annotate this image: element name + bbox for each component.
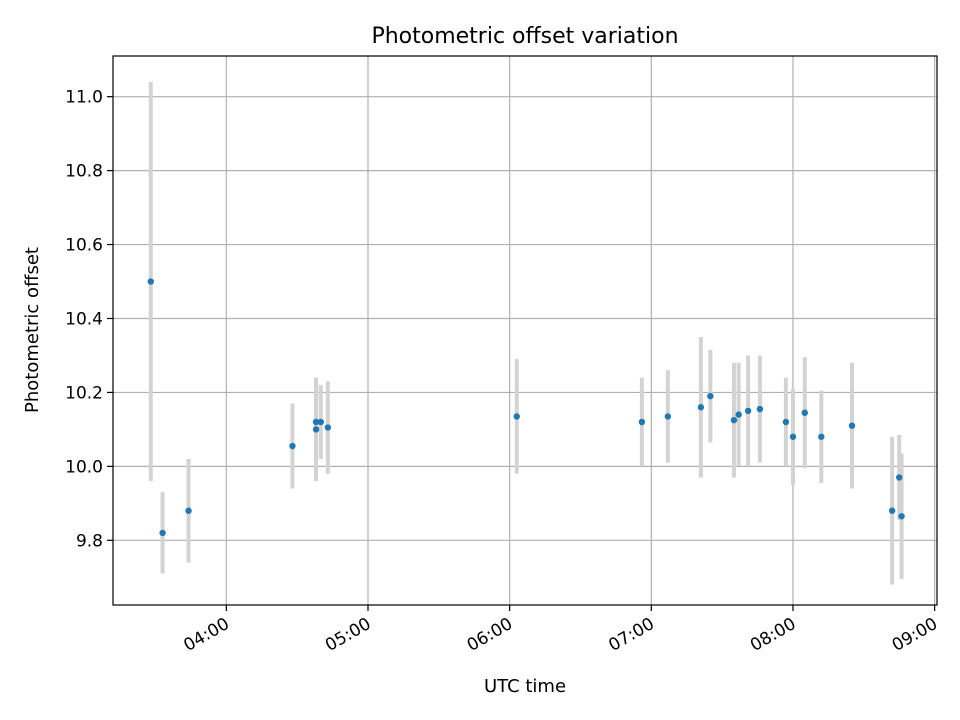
- y-tick-label: 10.0: [65, 457, 103, 477]
- data-point: [735, 411, 742, 418]
- data-point: [818, 433, 825, 440]
- data-point: [185, 507, 192, 514]
- data-point: [697, 404, 705, 411]
- y-tick-label: 11.0: [65, 88, 103, 108]
- data-point: [782, 418, 790, 426]
- grid-lines: [113, 56, 937, 605]
- data-point: [789, 433, 797, 440]
- y-tick-label: 10.6: [65, 236, 103, 256]
- data-point: [888, 507, 896, 514]
- data-point: [848, 422, 856, 429]
- data-point: [147, 278, 154, 285]
- data-point: [312, 426, 320, 433]
- data-point: [730, 416, 738, 424]
- data-point: [756, 405, 764, 413]
- data-point: [312, 418, 320, 426]
- data-point: [324, 424, 332, 431]
- data-point: [317, 418, 324, 426]
- y-tick-label: 10.2: [65, 383, 103, 403]
- data-point: [638, 418, 646, 426]
- y-tick-label: 10.8: [65, 162, 103, 182]
- data-point: [744, 407, 752, 415]
- data-point: [801, 409, 808, 416]
- data-points: [147, 278, 905, 537]
- data-point: [664, 413, 672, 420]
- y-tick-label: 10.4: [65, 309, 103, 329]
- data-point: [513, 413, 520, 420]
- plot-area-frame: [112, 55, 938, 606]
- y-tick-label: 9.8: [76, 531, 103, 551]
- y-axis-ticks: 9.8 10.0 10.2 10.4 10.6 10.8 11.0: [65, 88, 113, 551]
- y-axis-label: Photometric offset: [22, 247, 43, 413]
- data-point: [898, 513, 905, 520]
- data-point: [159, 529, 166, 537]
- data-point: [707, 392, 714, 400]
- chart-title: Photometric offset variation: [371, 24, 678, 49]
- data-point: [289, 442, 296, 450]
- data-point: [896, 474, 903, 481]
- x-axis-label: UTC time: [484, 676, 566, 697]
